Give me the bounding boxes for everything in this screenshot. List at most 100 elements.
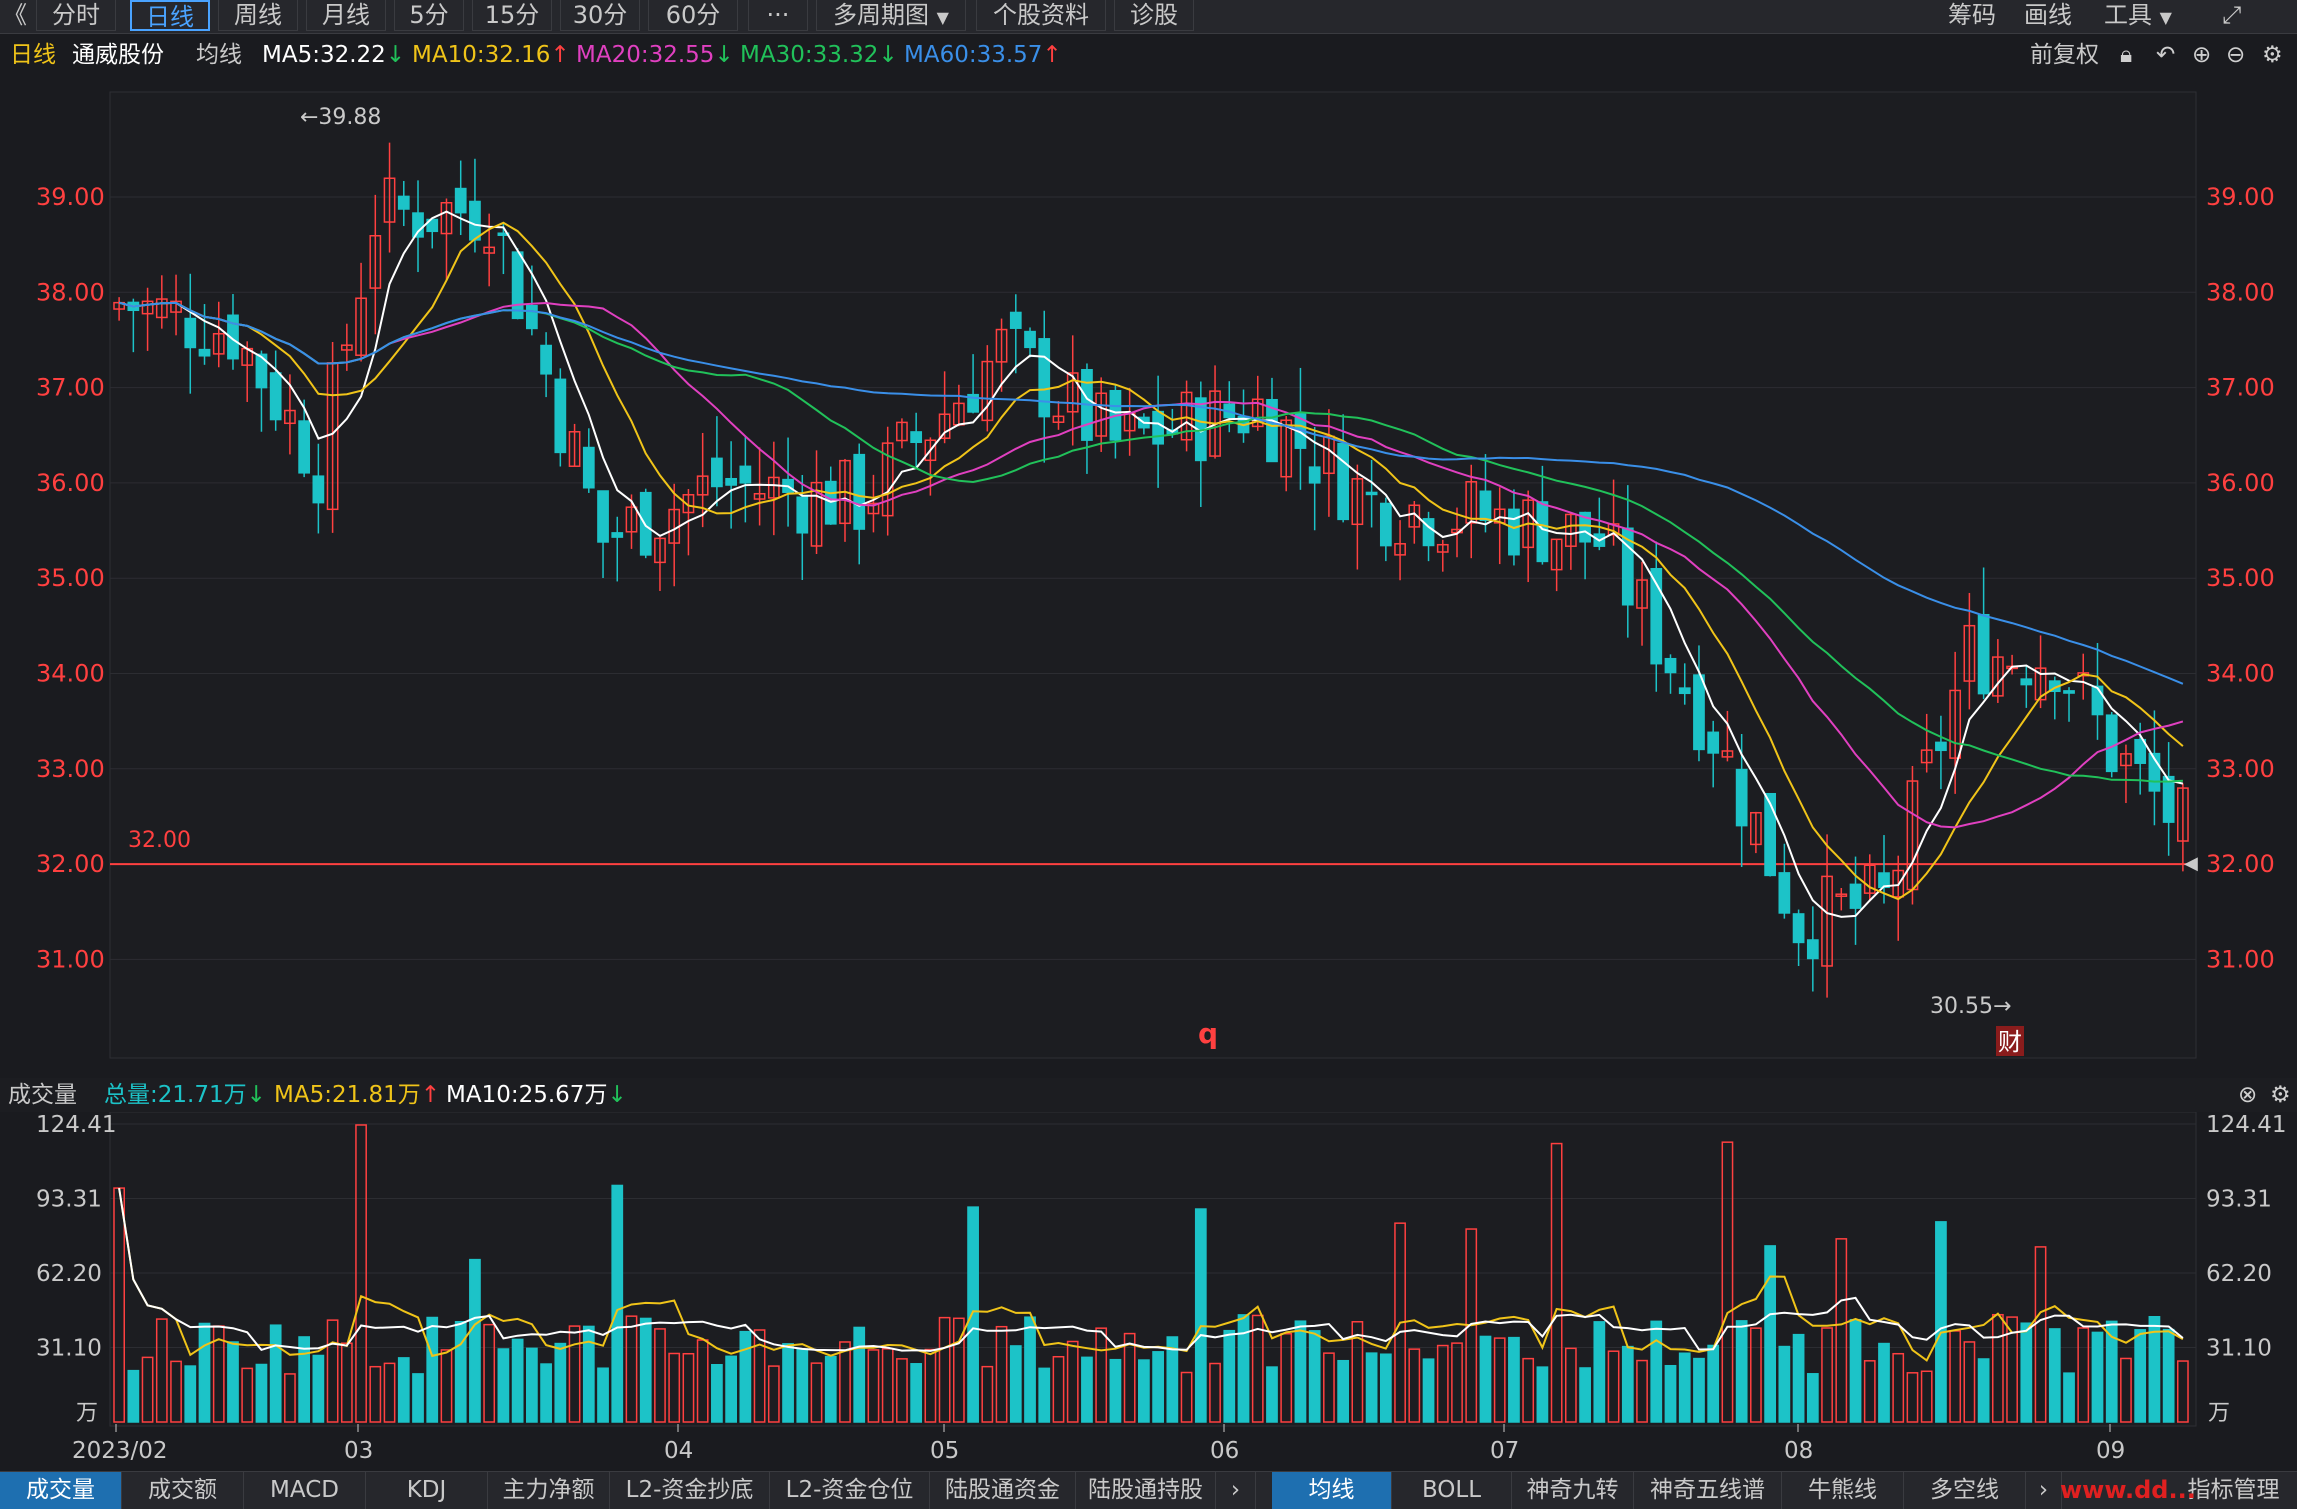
volume-bar[interactable] <box>255 1363 268 1423</box>
volume-bar[interactable] <box>1209 1362 1221 1423</box>
candle-body[interactable] <box>1564 513 1577 547</box>
volume-bar[interactable] <box>981 1365 994 1423</box>
volume-bar[interactable] <box>1693 1357 1705 1423</box>
volume-bar[interactable] <box>824 1355 837 1423</box>
candle-body[interactable] <box>469 200 481 241</box>
tab-turnover[interactable]: 成交额 <box>122 1472 244 1509</box>
volume-bar[interactable] <box>454 1321 467 1423</box>
undo-icon[interactable]: ↶ <box>2156 42 2176 68</box>
volume-bar[interactable] <box>1792 1333 1805 1423</box>
volume-bar[interactable] <box>412 1373 424 1423</box>
candle-body[interactable] <box>1422 518 1435 547</box>
kline-chart[interactable]: 39.00 38.00 37.00 36.00 35.00 34.00 33.00 32.00… <box>0 0 2297 1470</box>
volume-bar[interactable] <box>2105 1320 2118 1423</box>
candle-body[interactable] <box>611 532 624 538</box>
volume-bar[interactable] <box>1436 1344 1449 1423</box>
candle-body[interactable] <box>1408 504 1421 528</box>
volume-bar[interactable] <box>1223 1329 1236 1423</box>
volume-bar[interactable] <box>2006 1316 2018 1423</box>
candle-body[interactable] <box>1479 490 1492 521</box>
volume-bar[interactable] <box>198 1322 211 1423</box>
tab-kdj[interactable]: KDJ <box>366 1472 488 1509</box>
tabs-scroll-right-icon-2[interactable]: › <box>2026 1472 2062 1509</box>
candle-body[interactable] <box>796 496 809 534</box>
volume-bar[interactable] <box>1024 1316 1036 1423</box>
candle-body[interactable] <box>269 372 282 421</box>
volume-bar[interactable] <box>1280 1332 1293 1423</box>
candle-body[interactable] <box>1024 330 1036 349</box>
candle-body[interactable] <box>540 344 552 375</box>
candle-body[interactable] <box>2148 752 2161 792</box>
volume-bar[interactable] <box>1878 1342 1890 1423</box>
volume-bar[interactable] <box>1977 1358 1990 1423</box>
zoom-out-icon[interactable]: ⊖ <box>2226 42 2246 68</box>
volume-bar[interactable] <box>1066 1340 1079 1423</box>
candle-body[interactable] <box>2134 738 2147 764</box>
volume-bar[interactable] <box>1052 1355 1065 1423</box>
settings-icon[interactable]: ⚙ <box>2262 42 2283 68</box>
tab-l2-bottom[interactable]: L2-资金抄底 <box>610 1472 770 1509</box>
candle-body[interactable] <box>1678 687 1691 695</box>
candle-body[interactable] <box>184 317 197 349</box>
candle-body[interactable] <box>1351 478 1364 526</box>
candle-body[interactable] <box>383 177 396 223</box>
candle-body[interactable] <box>440 201 453 235</box>
volume-bar[interactable] <box>767 1365 780 1423</box>
candle-body[interactable] <box>369 235 382 289</box>
volume-bar[interactable] <box>967 1206 979 1423</box>
volume-bar[interactable] <box>1152 1351 1164 1423</box>
volume-bar[interactable] <box>1237 1314 1250 1423</box>
volume-bar[interactable] <box>113 1187 125 1423</box>
volume-bar[interactable] <box>1009 1345 1022 1423</box>
candle-body[interactable] <box>1308 466 1321 484</box>
tab-bull-bear[interactable]: 牛熊线 <box>1782 1472 1904 1509</box>
candle-body[interactable] <box>1963 624 1976 682</box>
volume-bar[interactable] <box>1849 1318 1862 1423</box>
candle-body[interactable] <box>1052 415 1065 423</box>
volume-bar[interactable] <box>554 1342 567 1423</box>
fullscreen-icon[interactable]: ⤢ <box>2222 1 2242 29</box>
diagnose-button[interactable]: 诊股 <box>1114 0 1194 31</box>
volume-bar[interactable] <box>1323 1352 1335 1423</box>
volume-bar[interactable] <box>1095 1327 1108 1423</box>
volume-bar[interactable] <box>1194 1208 1207 1423</box>
candle-body[interactable] <box>981 360 994 422</box>
candle-body[interactable] <box>2177 787 2189 842</box>
volume-bar[interactable] <box>241 1367 254 1423</box>
candle-body[interactable] <box>198 348 211 357</box>
volume-settings-icon[interactable]: ⚙ <box>2270 1082 2291 1108</box>
volume-bar[interactable] <box>739 1330 752 1423</box>
candle-body[interactable] <box>2120 753 2132 767</box>
volume-bar[interactable] <box>611 1184 624 1423</box>
volume-bar[interactable] <box>440 1349 453 1423</box>
candle-body[interactable] <box>2105 714 2118 773</box>
candle-body[interactable] <box>1180 391 1193 441</box>
volume-bar[interactable] <box>511 1338 524 1423</box>
volume-bar[interactable] <box>1892 1352 1905 1423</box>
volume-bar[interactable] <box>810 1362 823 1423</box>
volume-bar[interactable] <box>1379 1353 1392 1423</box>
candle-body[interactable] <box>924 439 937 462</box>
tab-long-short[interactable]: 多空线 <box>1904 1472 2026 1509</box>
candle-body[interactable] <box>1735 768 1748 827</box>
volume-bar[interactable] <box>839 1341 851 1423</box>
candle-body[interactable] <box>1792 913 1805 944</box>
candle-body[interactable] <box>568 431 581 467</box>
volume-bar[interactable] <box>525 1347 538 1423</box>
volume-bar[interactable] <box>284 1373 296 1423</box>
volume-bar[interactable] <box>2034 1246 2047 1423</box>
volume-bar[interactable] <box>1835 1238 1848 1423</box>
candle-body[interactable] <box>2034 667 2047 701</box>
back-button[interactable]: 《 <box>3 1 27 29</box>
finance-marker-bg[interactable] <box>1996 1026 2024 1056</box>
volume-bar[interactable] <box>682 1352 695 1423</box>
candle-body[interactable] <box>1650 568 1663 665</box>
volume-bar[interactable] <box>369 1365 382 1423</box>
candle-body[interactable] <box>1365 491 1378 496</box>
tab-boll[interactable]: BOLL <box>1392 1472 1512 1509</box>
close-volume-icon[interactable]: ⊗ <box>2238 1082 2258 1108</box>
period-tab-30min[interactable]: 30分 <box>560 0 640 31</box>
volume-bar[interactable] <box>568 1325 581 1423</box>
volume-bar[interactable] <box>782 1343 794 1423</box>
candle-body[interactable] <box>696 475 709 496</box>
